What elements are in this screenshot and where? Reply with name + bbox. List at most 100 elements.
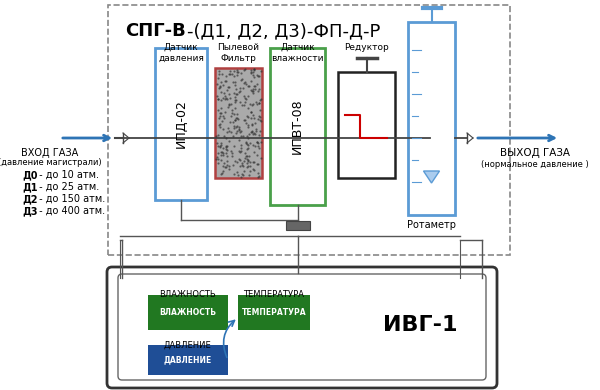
Point (217, 170, 227, 176)
Point (235, 88, 244, 94)
Point (240, 66, 250, 72)
Point (240, 99, 250, 105)
Point (249, 66, 259, 73)
Point (231, 114, 241, 121)
Point (221, 150, 231, 156)
Point (243, 122, 253, 129)
Point (243, 142, 253, 149)
Point (248, 142, 258, 148)
Point (233, 68, 243, 74)
Point (212, 154, 222, 160)
Point (253, 101, 262, 107)
Point (246, 87, 256, 93)
Point (254, 73, 263, 79)
Point (233, 172, 243, 179)
Point (224, 71, 234, 77)
Point (215, 143, 224, 149)
Point (227, 71, 237, 77)
Bar (270, 48, 325, 205)
Point (216, 110, 226, 116)
Point (240, 155, 250, 161)
Point (246, 69, 256, 75)
Point (230, 117, 240, 123)
Point (216, 105, 226, 111)
Point (224, 101, 234, 107)
Point (226, 113, 236, 119)
Point (254, 100, 263, 106)
Point (250, 120, 260, 126)
Point (255, 106, 265, 113)
Point (214, 131, 223, 138)
Point (220, 164, 229, 170)
Point (235, 156, 244, 162)
Point (244, 145, 253, 152)
Point (219, 160, 229, 166)
Point (242, 156, 251, 163)
Point (251, 126, 260, 132)
Point (251, 131, 260, 138)
Point (223, 162, 232, 168)
Text: (нормальное давление ): (нормальное давление ) (481, 160, 589, 169)
Point (248, 128, 257, 135)
Point (256, 118, 266, 124)
Point (256, 155, 265, 161)
Point (221, 135, 231, 141)
Point (236, 149, 245, 155)
Point (217, 142, 226, 148)
Point (229, 90, 239, 96)
Point (232, 130, 241, 136)
Point (220, 109, 230, 115)
Point (214, 150, 223, 156)
Point (245, 168, 255, 174)
Point (213, 107, 223, 113)
Point (219, 90, 229, 96)
Point (250, 143, 260, 149)
Point (217, 140, 226, 146)
Point (253, 174, 263, 180)
Point (223, 96, 232, 102)
Point (218, 82, 227, 89)
Point (236, 128, 245, 134)
Point (233, 116, 243, 122)
Text: (давление магистрали): (давление магистрали) (0, 158, 102, 167)
Point (222, 128, 232, 135)
Point (221, 95, 231, 101)
Point (231, 86, 241, 92)
Point (221, 144, 231, 150)
Point (253, 73, 263, 80)
Point (230, 82, 239, 88)
Point (233, 128, 242, 134)
Point (223, 103, 233, 110)
Point (243, 92, 253, 99)
Point (236, 145, 245, 151)
Text: Редуктор: Редуктор (344, 43, 389, 52)
Point (241, 139, 251, 145)
Point (249, 66, 259, 72)
Point (230, 99, 239, 105)
Point (248, 90, 258, 96)
Point (218, 163, 227, 169)
Point (239, 93, 249, 99)
Text: ТЕМПЕРАТУРА: ТЕМПЕРАТУРА (244, 290, 305, 299)
Point (254, 86, 264, 92)
Point (247, 115, 256, 121)
Point (247, 122, 256, 128)
Point (248, 88, 257, 94)
Text: ДАВЛЕНИЕ: ДАВЛЕНИЕ (164, 341, 212, 350)
Point (234, 89, 244, 96)
Point (248, 88, 257, 94)
Point (253, 170, 262, 176)
Point (221, 146, 230, 152)
Point (252, 138, 262, 145)
Point (243, 163, 253, 169)
Point (241, 120, 250, 126)
Point (241, 82, 251, 88)
Point (215, 85, 224, 91)
Point (234, 124, 244, 130)
Point (228, 119, 238, 125)
Point (223, 158, 232, 164)
Point (221, 78, 231, 84)
Point (243, 105, 253, 112)
Point (239, 85, 248, 91)
Point (242, 133, 252, 139)
